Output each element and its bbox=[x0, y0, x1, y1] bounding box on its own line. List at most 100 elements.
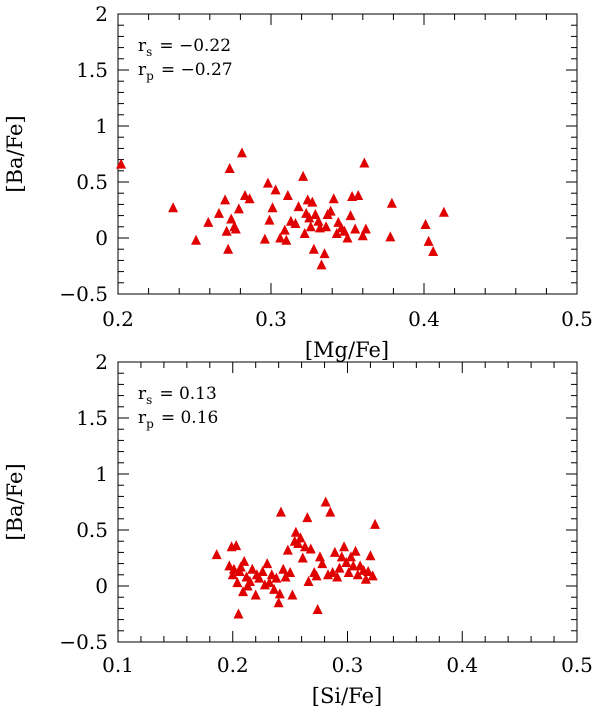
data-point-triangle bbox=[282, 189, 293, 200]
data-point-triangle bbox=[275, 506, 286, 517]
data-point-triangle bbox=[223, 243, 234, 254]
data-point-triangle bbox=[224, 560, 235, 571]
data-point-triangle bbox=[352, 569, 363, 580]
panel-mg-fe: 0.2 0.3 0.4 0.5 −0.5 0 0.5 1 1.5 2 rs = −0.22 rp = … bbox=[3, 2, 593, 362]
data-point-triangle bbox=[360, 223, 371, 234]
y-tick-label: 2 bbox=[95, 350, 108, 374]
data-point-triangle bbox=[342, 232, 353, 243]
x-tick-label: 0.5 bbox=[561, 307, 593, 331]
data-point-triangle bbox=[259, 233, 270, 244]
data-point-triangle bbox=[438, 206, 449, 217]
data-point-triangle bbox=[328, 193, 339, 204]
x-axis-label: [Mg/Fe] bbox=[305, 338, 389, 362]
data-point-triangle bbox=[274, 588, 285, 599]
data-point-triangle bbox=[221, 225, 232, 236]
data-point-triangle bbox=[325, 205, 336, 216]
data-point-triangle bbox=[238, 586, 249, 597]
data-point-triangle bbox=[310, 208, 321, 219]
data-point-triangle bbox=[363, 565, 374, 576]
data-point-triangle bbox=[235, 561, 246, 572]
x-tick-label: 0.1 bbox=[102, 653, 134, 677]
y-axis-label: [Ba/Fe] bbox=[3, 463, 27, 540]
data-point-triangle bbox=[233, 608, 244, 619]
data-point-triangle bbox=[321, 221, 332, 232]
data-point-triangle bbox=[307, 196, 318, 207]
data-point-triangle bbox=[273, 597, 284, 608]
data-point-triangle bbox=[423, 235, 434, 246]
stat-symbol: r bbox=[138, 60, 147, 80]
data-point-triangle bbox=[308, 243, 319, 254]
stat-symbol: r bbox=[138, 384, 147, 404]
data-point-triangle bbox=[295, 532, 306, 543]
data-point-triangle bbox=[293, 201, 304, 212]
data-point-triangle bbox=[317, 558, 328, 569]
stat-value: = 0.13 bbox=[159, 384, 217, 404]
stat-value: = 0.16 bbox=[161, 408, 219, 428]
data-point-triangle bbox=[359, 157, 370, 168]
data-point-triangle bbox=[357, 230, 368, 241]
stat-value: = −0.27 bbox=[161, 60, 233, 80]
y-ticks: −0.5 0 0.5 1 1.5 2 bbox=[59, 2, 577, 306]
data-point-triangle bbox=[334, 562, 345, 573]
data-point-triangle bbox=[264, 577, 275, 588]
x-tick-label: 0.3 bbox=[332, 653, 364, 677]
data-point-triangle bbox=[220, 194, 231, 205]
data-point-triangle bbox=[233, 203, 244, 214]
data-point-triangle bbox=[305, 221, 316, 232]
data-point-triangle bbox=[287, 589, 298, 600]
data-point-triangle bbox=[269, 583, 280, 594]
correlation-stats: rs = −0.22 rp = −0.27 bbox=[138, 36, 233, 83]
stat-subscript: s bbox=[146, 393, 152, 407]
data-point-triangle bbox=[262, 177, 273, 188]
data-point-triangle bbox=[285, 567, 296, 578]
data-point-triangle bbox=[282, 544, 293, 555]
data-point-triangle bbox=[385, 231, 396, 242]
data-point-triangle bbox=[332, 571, 343, 582]
data-point-triangle bbox=[239, 555, 250, 566]
x-tick-label: 0.2 bbox=[102, 307, 134, 331]
data-point-triangle bbox=[262, 558, 273, 569]
data-point-triangle bbox=[232, 577, 243, 588]
y-tick-label: 0.5 bbox=[76, 518, 108, 542]
data-point-triangle bbox=[279, 224, 290, 235]
data-point-triangle bbox=[353, 189, 364, 200]
data-point-triangle bbox=[311, 570, 322, 581]
data-point-triangle bbox=[203, 216, 214, 227]
data-point-triangle bbox=[314, 551, 325, 562]
y-tick-label: 1.5 bbox=[76, 58, 108, 82]
y-tick-label: −0.5 bbox=[59, 630, 108, 654]
stat-subscript: p bbox=[146, 69, 154, 83]
data-point-triangle bbox=[270, 184, 281, 195]
data-point-triangle bbox=[345, 210, 356, 221]
data-point-triangle bbox=[191, 234, 202, 245]
data-point-triangle bbox=[298, 170, 309, 181]
data-point-triangle bbox=[313, 215, 324, 226]
data-point-triangle bbox=[305, 543, 316, 554]
data-point-triangle bbox=[319, 248, 330, 259]
data-point-triangle bbox=[264, 214, 275, 225]
data-point-triangle bbox=[304, 212, 315, 223]
data-point-triangle bbox=[329, 546, 340, 557]
stat-text: rp = 0.16 bbox=[138, 408, 218, 431]
plot-frame bbox=[117, 13, 578, 295]
data-point-triangle bbox=[211, 549, 222, 560]
data-point-triangle bbox=[302, 512, 313, 523]
data-point-triangle bbox=[257, 565, 268, 576]
x-ticks: 0.1 0.2 0.3 0.4 0.5 bbox=[102, 362, 593, 677]
stat-text: rs = 0.13 bbox=[138, 384, 217, 407]
data-point-triangle bbox=[244, 193, 255, 204]
data-point-triangle bbox=[275, 232, 286, 243]
data-point-triangle bbox=[297, 552, 308, 563]
data-point-triangle bbox=[325, 506, 336, 517]
stat-value: = −0.22 bbox=[159, 36, 231, 56]
data-point-triangle bbox=[250, 589, 261, 600]
data-point-triangle bbox=[244, 576, 255, 587]
data-point-triangle bbox=[271, 572, 282, 583]
data-point-triangle bbox=[227, 569, 238, 580]
data-point-triangle bbox=[236, 147, 247, 158]
data-point-triangle bbox=[278, 563, 289, 574]
data-point-triangle bbox=[231, 540, 242, 551]
x-tick-label: 0.5 bbox=[561, 653, 593, 677]
data-point-triangle bbox=[266, 569, 277, 580]
